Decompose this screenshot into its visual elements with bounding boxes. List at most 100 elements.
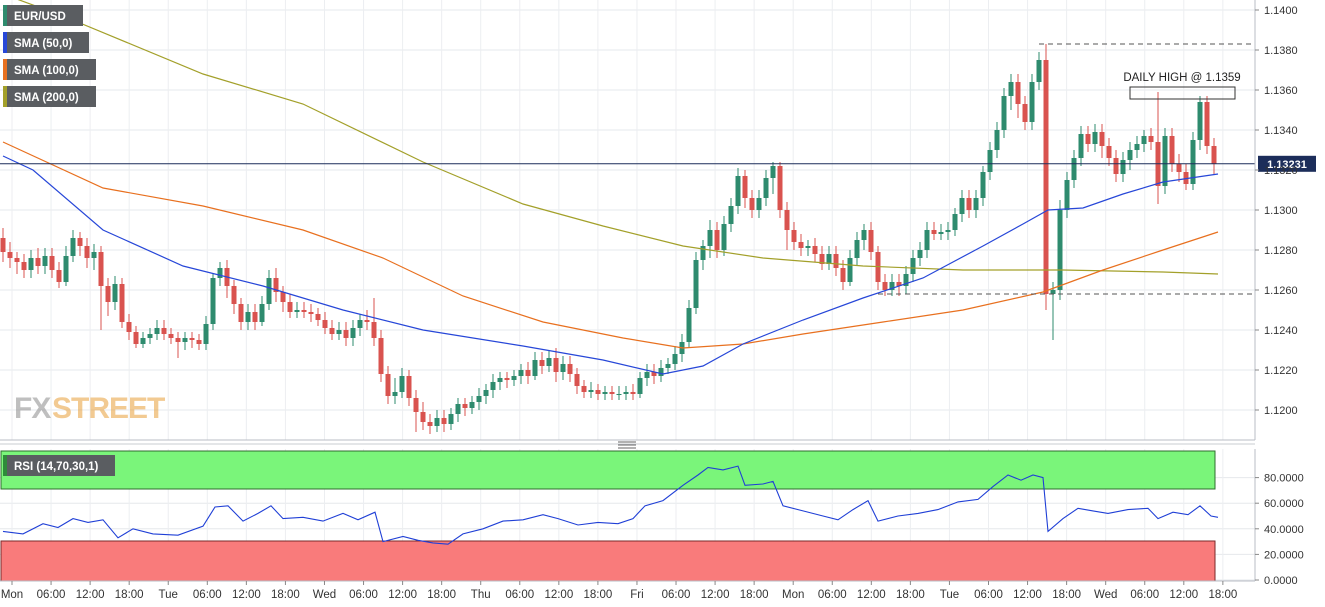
time-tick-label: 12:00 — [76, 589, 105, 601]
candle-down — [651, 372, 657, 376]
candle-down — [21, 262, 27, 270]
candle-up — [476, 396, 482, 402]
time-tick-label: 12:00 — [1169, 589, 1198, 601]
candle-up — [70, 238, 76, 256]
candle-up — [637, 378, 643, 394]
candle-up — [217, 268, 223, 278]
candle-down — [84, 246, 90, 258]
candle-down — [1043, 60, 1049, 294]
candle-up — [665, 364, 671, 368]
rsi-tick-label: 40.0000 — [1264, 524, 1304, 536]
candle-up — [924, 230, 930, 250]
price-axis: 1.1400 1.1380 1.1360 1.1340 1.1320 1.1300 1.12… — [1255, 5, 1298, 417]
legend-sma50: SMA (50,0) — [3, 32, 89, 53]
candle-down — [581, 386, 587, 392]
candle-down — [525, 370, 531, 376]
candle-up — [616, 394, 622, 395]
candle-up — [945, 230, 951, 232]
candle-down — [98, 252, 104, 286]
candle-down — [1183, 172, 1189, 184]
candle-up — [28, 258, 34, 270]
candle-up — [854, 240, 860, 258]
candle-up — [917, 250, 923, 258]
candle-up — [392, 392, 398, 396]
candle-up — [861, 230, 867, 240]
candle-down — [777, 166, 783, 210]
candle-down — [322, 320, 328, 328]
rsi-layer — [2, 465, 1219, 545]
candle-up — [455, 404, 461, 414]
candle-down — [196, 340, 202, 344]
candle-down — [1113, 158, 1119, 174]
candle-up — [112, 284, 118, 302]
time-tick-label: 12:00 — [857, 589, 886, 601]
candle-up — [1001, 96, 1007, 130]
candle-down — [819, 254, 825, 264]
candle-up — [1162, 136, 1168, 186]
candle-down — [238, 304, 244, 322]
candle-up — [91, 252, 97, 258]
candle-down — [791, 230, 797, 242]
candle-down — [343, 330, 349, 338]
rsi-axis: 80.0000 60.0000 40.0000 20.0000 0.0000 — [1255, 473, 1304, 587]
candle-down — [413, 398, 419, 412]
rsi-line — [2, 465, 1219, 545]
candles-layer — [0, 44, 1217, 434]
candle-up — [1057, 210, 1063, 290]
panel-resize-handle[interactable] — [618, 441, 636, 449]
rsi-oversold-zone — [0, 540, 1216, 582]
time-tick-label: 18:00 — [427, 589, 456, 601]
candle-down — [427, 422, 433, 426]
time-tick-label: Fri — [630, 589, 643, 601]
candle-down — [420, 412, 426, 422]
candle-up — [42, 256, 48, 266]
candle-up — [1071, 158, 1077, 180]
candle-up — [357, 320, 363, 328]
candle-down — [77, 238, 83, 246]
time-tick-label: 06:00 — [1130, 589, 1159, 601]
candle-up — [294, 310, 300, 312]
time-tick-label: Thu — [471, 589, 491, 601]
candle-up — [952, 214, 958, 230]
current-price-badge — [1258, 155, 1316, 172]
daily-high-box — [1129, 86, 1236, 100]
candle-down — [714, 230, 720, 250]
candle-up — [588, 390, 594, 392]
time-tick-label: 06:00 — [349, 589, 378, 601]
time-tick-label: 12:00 — [701, 589, 730, 601]
candle-down — [1148, 136, 1154, 142]
candle-up — [434, 418, 440, 426]
candle-up — [259, 304, 265, 322]
candle-up — [182, 338, 188, 342]
candle-down — [364, 320, 370, 322]
candle-up — [693, 260, 699, 308]
legend-sma50-bg — [3, 32, 89, 53]
candle-down — [840, 268, 846, 282]
candle-down — [273, 278, 279, 292]
candle-up — [1008, 82, 1014, 96]
candle-up — [336, 330, 342, 334]
candle-down — [280, 292, 286, 302]
candle-up — [1078, 134, 1084, 158]
legend-sma50-swatch — [3, 32, 7, 53]
candle-up — [518, 370, 524, 376]
legend-eurusd-label: EUR/USD — [14, 11, 66, 23]
candle-up — [980, 172, 986, 198]
price-tick-label: 1.1200 — [1264, 405, 1298, 417]
candle-up — [483, 390, 489, 396]
candle-up — [847, 258, 853, 282]
price-tick-label: 1.1220 — [1264, 365, 1298, 377]
candle-up — [497, 378, 503, 382]
price-tick-label: 1.1280 — [1264, 245, 1298, 257]
candle-down — [406, 376, 412, 398]
time-tick-label: 18:00 — [115, 589, 144, 601]
price-tick-label: 1.1240 — [1264, 325, 1298, 337]
candle-down — [168, 334, 174, 338]
sma200-line — [17, 0, 1219, 275]
candle-up — [448, 414, 454, 424]
candle-down — [504, 378, 510, 380]
candle-down — [1099, 132, 1105, 146]
legend-eurusd-bg — [3, 5, 83, 26]
candle-down — [539, 360, 545, 366]
